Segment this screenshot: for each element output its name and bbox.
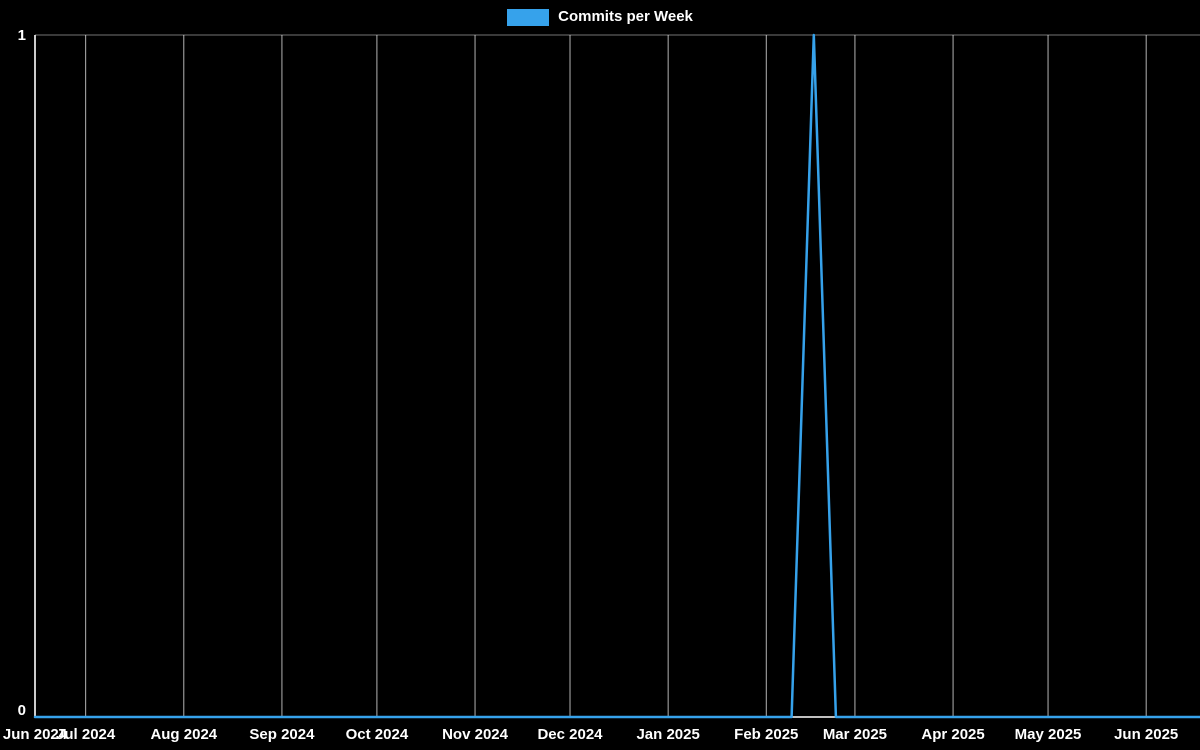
x-axis-label: Jul 2024 [56,726,116,743]
chart-legend: Commits per Week [0,8,1200,26]
x-axis-label: Feb 2025 [734,726,798,743]
legend-item-commits-per-week[interactable]: Commits per Week [507,8,693,26]
x-axis-label: Jan 2025 [636,726,699,743]
x-axis-label: Dec 2024 [537,726,603,743]
y-axis-label: 1 [18,27,26,44]
x-axis-label: Jun 2024 [3,726,68,743]
commits-line-series [33,33,1200,719]
legend-label: Commits per Week [558,8,693,25]
x-axis-label: Mar 2025 [823,726,887,743]
x-axis-label: Nov 2024 [442,726,509,743]
x-axis-label: Jun 2025 [1114,726,1178,743]
x-axis-label: Oct 2024 [346,726,409,743]
x-axis-label: Apr 2025 [921,726,984,743]
x-axis-label: May 2025 [1015,726,1082,743]
y-axis-label: 0 [18,702,26,719]
x-axis-label: Aug 2024 [150,726,217,743]
legend-color-swatch [507,8,550,26]
x-axis-label: Sep 2024 [249,726,315,743]
